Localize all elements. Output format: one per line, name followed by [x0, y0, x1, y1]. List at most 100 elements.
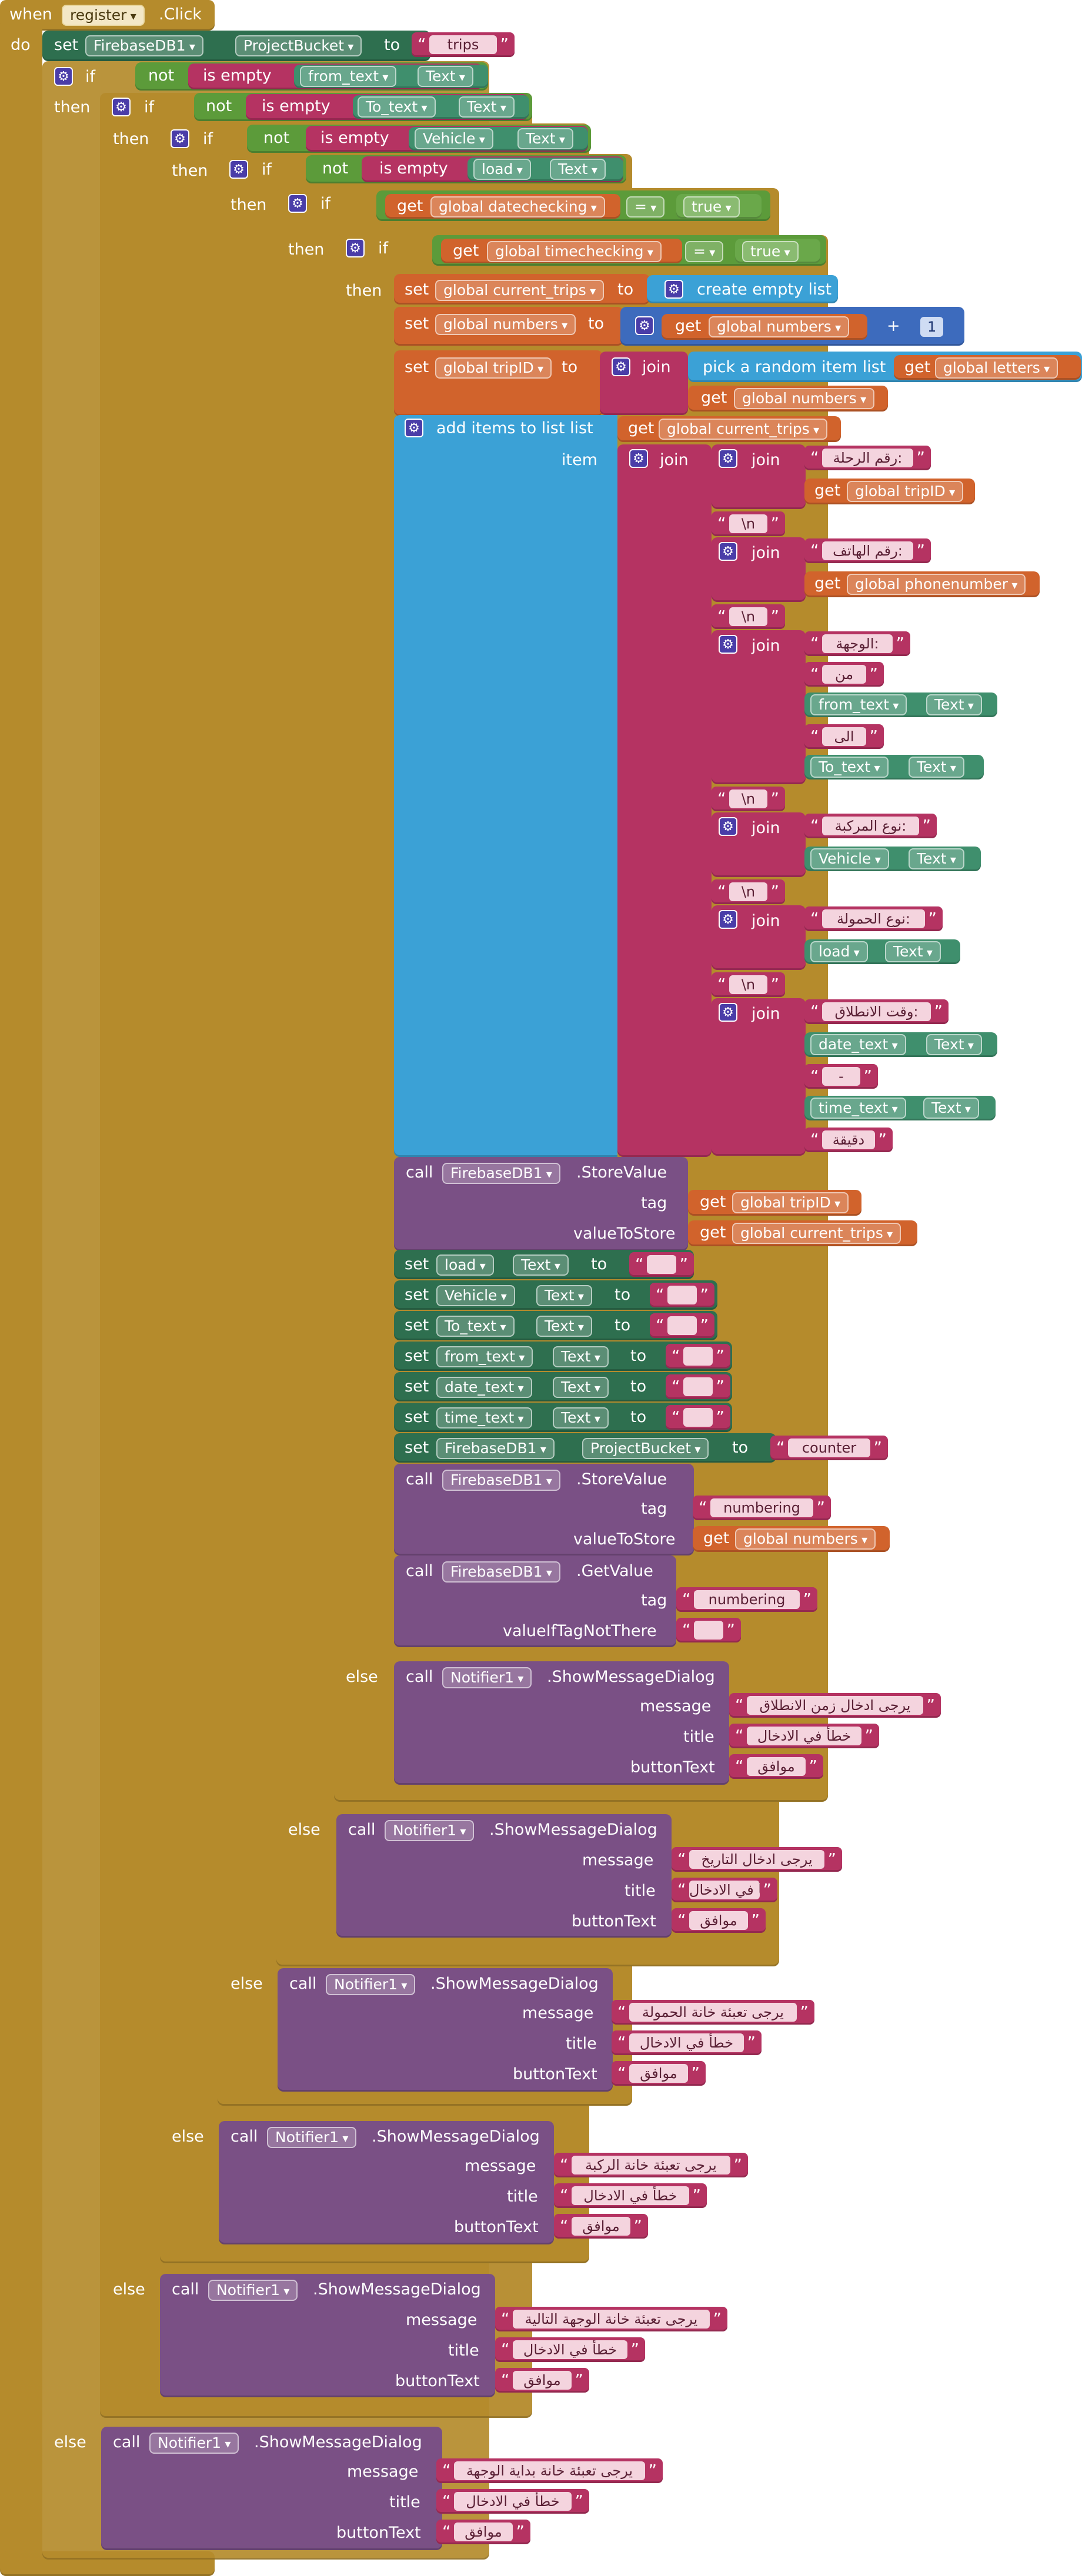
error-title-string[interactable]: “خطأ في الادخال” — [436, 2489, 589, 2514]
current-trips-dropdown[interactable]: global current_trips — [732, 1223, 901, 1244]
firebase-dropdown[interactable]: FirebaseDB1 — [436, 1438, 555, 1459]
join-mutator-gear-icon[interactable]: ⚙ — [629, 449, 648, 468]
datechecking-dropdown[interactable]: global datechecking — [430, 196, 605, 218]
trip-number-string[interactable]: “رقم الرحلة:” — [804, 446, 931, 470]
letters-dropdown[interactable]: global letters — [935, 357, 1058, 379]
destination-message-string[interactable]: “يرجى تعبئة خانة الوجهة التالية” — [495, 2307, 727, 2331]
current-trips-dropdown[interactable]: global current_trips — [435, 280, 605, 301]
notifier-dropdown[interactable]: Notifier1 — [149, 2433, 239, 2454]
join-mutator-gear-icon[interactable]: ⚙ — [719, 1003, 737, 1022]
join-mutator-gear-icon[interactable]: ⚙ — [719, 817, 737, 836]
load-message-string[interactable]: “يرجى تعبئة خانة الحمولة” — [612, 2000, 814, 2025]
text-property-dropdown[interactable]: Text — [909, 757, 964, 778]
firebase-dropdown[interactable]: FirebaseDB1 — [442, 1163, 560, 1184]
to-text-dropdown[interactable]: To_text — [810, 757, 889, 778]
ok-string[interactable]: “موافق” — [672, 1908, 766, 1933]
destination-string[interactable]: “الوجهة:” — [804, 631, 910, 656]
vehicle-dropdown[interactable]: Vehicle — [810, 848, 889, 869]
newline-string[interactable]: “\n” — [712, 879, 785, 904]
true-dropdown[interactable]: true — [683, 196, 740, 218]
if-mutator-gear-icon[interactable]: ⚙ — [112, 98, 131, 116]
tripid-dropdown[interactable]: global tripID — [732, 1192, 849, 1213]
if-mutator-gear-icon[interactable]: ⚙ — [288, 194, 307, 213]
load-dropdown[interactable]: load — [810, 941, 868, 962]
firebase-dropdown[interactable]: FirebaseDB1 — [85, 35, 203, 56]
text-property-dropdown[interactable]: Text — [513, 1254, 569, 1276]
newline-string[interactable]: “\n” — [712, 787, 785, 811]
text-property-dropdown[interactable]: Text — [553, 1346, 609, 1367]
minute-string[interactable]: “دقيقة” — [804, 1128, 893, 1152]
vehicle-dropdown[interactable]: Vehicle — [415, 128, 493, 149]
notifier-dropdown[interactable]: Notifier1 — [385, 1820, 475, 1841]
error-title-string[interactable]: “خطأ في الادخال” — [729, 1724, 879, 1748]
join-mutator-gear-icon[interactable]: ⚙ — [612, 357, 630, 376]
text-property-dropdown[interactable]: Text — [459, 96, 515, 118]
from-text-dropdown[interactable]: from_text — [810, 694, 907, 715]
load-type-string[interactable]: “نوع الحمولة:” — [804, 906, 943, 931]
date-text-dropdown[interactable]: date_text — [436, 1377, 532, 1398]
join-mutator-gear-icon[interactable]: ⚙ — [719, 910, 737, 929]
numbers-dropdown[interactable]: global numbers — [734, 388, 875, 409]
empty-string[interactable]: “” — [676, 1618, 741, 1642]
to-text-dropdown[interactable]: To_text — [358, 96, 436, 118]
text-property-dropdown[interactable]: Text — [885, 941, 941, 962]
text-property-dropdown[interactable]: Text — [536, 1316, 592, 1337]
ok-string[interactable]: “موافق” — [554, 2214, 648, 2239]
to-word-string[interactable]: “الى” — [804, 724, 884, 749]
if-mutator-gear-icon[interactable]: ⚙ — [229, 160, 248, 179]
if-mutator-gear-icon[interactable]: ⚙ — [54, 67, 73, 86]
join-departure-block[interactable] — [712, 998, 806, 1156]
ok-string[interactable]: “موافق” — [436, 2520, 530, 2544]
error-title-string[interactable]: “خطأ في الادخال” — [495, 2337, 645, 2362]
vehicle-message-string[interactable]: “يرجى تعبئة خانة الركبة” — [554, 2153, 748, 2177]
from-word-string[interactable]: “من” — [804, 662, 884, 687]
from-text-dropdown[interactable]: from_text — [300, 66, 397, 87]
text-property-dropdown[interactable]: Text — [926, 1034, 982, 1055]
date-text-dropdown[interactable]: date_text — [810, 1034, 906, 1055]
text-property-dropdown[interactable]: Text — [553, 1407, 609, 1428]
text-property-dropdown[interactable]: Text — [550, 159, 606, 180]
math-mutator-gear-icon[interactable]: ⚙ — [635, 316, 654, 335]
join-destination-block[interactable] — [712, 630, 806, 784]
counter-string[interactable]: “counter” — [770, 1436, 888, 1460]
list-mutator-gear-icon[interactable]: ⚙ — [664, 280, 683, 299]
outer-join-block[interactable] — [617, 444, 712, 1157]
trips-string[interactable]: “trips” — [412, 32, 515, 57]
register-component-dropdown[interactable]: register — [62, 5, 145, 26]
numbers-dropdown[interactable]: global numbers — [435, 314, 576, 335]
join-mutator-gear-icon[interactable]: ⚙ — [719, 635, 737, 654]
vehicle-type-string[interactable]: “نوع المركبة:” — [804, 814, 937, 838]
departure-string[interactable]: “وقت الانطلاق:” — [804, 999, 949, 1024]
error-title-string[interactable]: “خطأ في الادخال” — [554, 2183, 707, 2208]
number-one[interactable]: 1 — [920, 317, 944, 337]
equals-operator-dropdown[interactable]: = — [685, 241, 724, 262]
notifier-dropdown[interactable]: Notifier1 — [442, 1667, 532, 1688]
ok-string[interactable]: “موافق” — [612, 2061, 706, 2086]
from-text-dropdown[interactable]: from_text — [436, 1346, 533, 1367]
true-dropdown[interactable]: true — [742, 241, 799, 262]
firebase-dropdown[interactable]: FirebaseDB1 — [442, 1561, 560, 1583]
current-trips-dropdown[interactable]: global current_trips — [659, 419, 828, 440]
text-property-dropdown[interactable]: Text — [517, 128, 573, 149]
tripid-dropdown[interactable]: global tripID — [435, 357, 552, 379]
empty-string[interactable]: “” — [666, 1374, 730, 1399]
numbers-dropdown[interactable]: global numbers — [709, 316, 850, 337]
start-message-string[interactable]: “يرجى تعبئة خانة بداية الوجهة” — [436, 2458, 663, 2483]
empty-string[interactable]: “” — [666, 1405, 730, 1430]
add-items-to-list-block[interactable] — [394, 415, 617, 1157]
join-mutator-gear-icon[interactable]: ⚙ — [719, 449, 737, 468]
notifier-dropdown[interactable]: Notifier1 — [267, 2127, 357, 2148]
phonenumber-dropdown[interactable]: global phonenumber — [847, 574, 1026, 595]
ok-string[interactable]: “موافق” — [729, 1754, 823, 1779]
notifier-dropdown[interactable]: Notifier1 — [208, 2280, 298, 2301]
if-mutator-gear-icon[interactable]: ⚙ — [171, 129, 189, 148]
dash-string[interactable]: “-” — [804, 1064, 878, 1089]
vehicle-dropdown[interactable]: Vehicle — [436, 1285, 515, 1306]
time-text-dropdown[interactable]: time_text — [436, 1407, 532, 1428]
time-message-string[interactable]: “يرجى ادخال زمن الانطلاق” — [729, 1693, 941, 1718]
newline-string[interactable]: “\n” — [712, 604, 785, 629]
phone-string[interactable]: “رقم الهاتف:” — [804, 538, 931, 563]
empty-string[interactable]: “” — [650, 1313, 714, 1338]
numbers-dropdown[interactable]: global numbers — [735, 1528, 876, 1550]
